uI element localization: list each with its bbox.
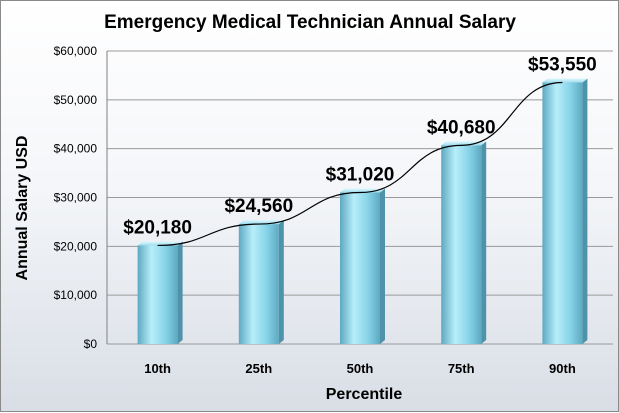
data-label: $20,180 [123,217,192,238]
bar-side [380,188,385,344]
bars [137,78,588,344]
y-tick-label: $40,000 [54,142,98,156]
bar [340,192,380,344]
bar-side [481,141,487,344]
x-tick-label: 25th [245,361,272,376]
bar-side [278,220,284,344]
bar [238,224,279,344]
y-tick-label: $60,000 [54,44,98,58]
data-label: $24,560 [224,196,293,217]
bar [542,82,583,344]
chart-title: Emergency Medical Technician Annual Sala… [104,12,516,33]
y-tick-label: $50,000 [54,93,98,107]
x-tick-label: 10th [144,361,171,376]
x-tick-label: 75th [448,361,475,376]
x-axis-title: Percentile [326,386,403,403]
data-label: $40,680 [427,117,496,138]
bar [441,145,482,344]
y-tick-label: $10,000 [54,288,98,302]
x-tick-label: 90th [549,361,576,376]
x-tick-label: 50th [347,361,374,376]
bar-top [542,78,588,83]
bar-side [177,241,183,344]
y-tick-label: $30,000 [54,191,98,205]
y-axis-ticks: $0 $10,000 $20,000 $30,000 $40,000 $50,000 $60… [54,44,98,351]
trendline [157,81,563,247]
x-axis-ticks: 10th 25th 50th 75th 90th [144,361,576,376]
y-tick-label: $20,000 [54,239,98,253]
bar [137,245,178,344]
data-label: $31,020 [326,165,395,186]
bar-top [441,141,487,146]
data-labels: $20,180 $24,560 $31,020 $40,680 $53,550 [123,54,596,238]
y-axis-title: Annual Salary USD [14,136,31,281]
y-tick-label: $0 [84,337,98,351]
trendline-layer [157,81,563,247]
data-label: $53,550 [528,54,597,75]
bar-side [582,78,588,344]
